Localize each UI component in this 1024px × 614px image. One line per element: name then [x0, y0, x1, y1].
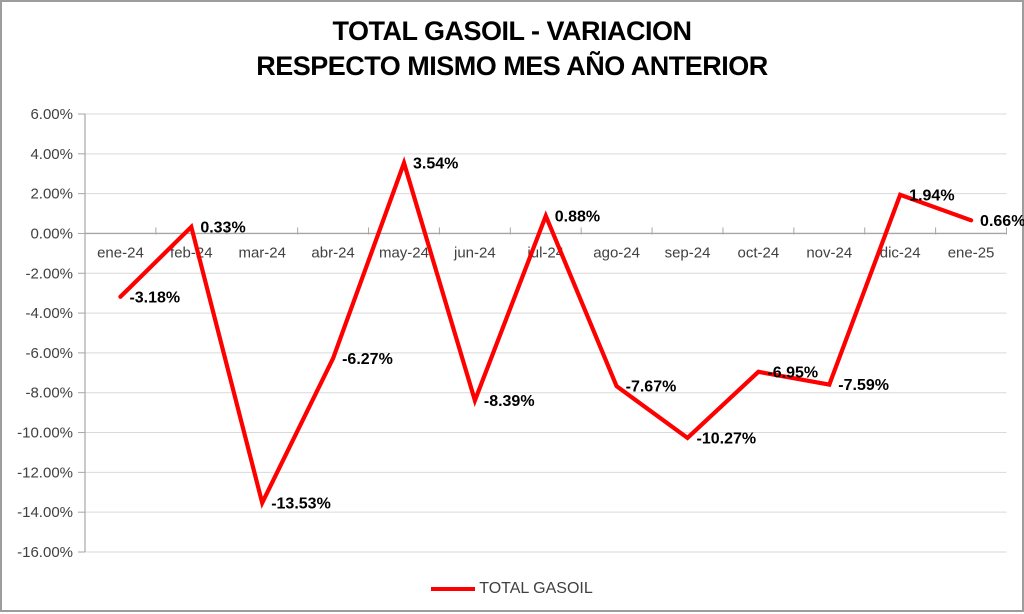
- data-label: 3.54%: [413, 155, 458, 172]
- data-label: -13.53%: [271, 495, 331, 512]
- y-axis-label: 2.00%: [30, 186, 73, 203]
- y-axis-label: -16.00%: [17, 544, 73, 561]
- y-axis-label: -2.00%: [25, 265, 73, 282]
- y-axis-label: -12.00%: [17, 464, 73, 481]
- y-axis-label: -14.00%: [17, 504, 73, 521]
- data-label: 1.94%: [909, 187, 954, 204]
- data-label: -7.67%: [626, 379, 677, 396]
- x-axis-label: sep-24: [665, 244, 711, 261]
- data-label: -6.95%: [767, 364, 818, 381]
- x-axis-label: ene-25: [948, 244, 995, 261]
- data-label: 0.88%: [555, 208, 600, 225]
- data-label: -8.39%: [484, 393, 535, 410]
- data-label: -10.27%: [697, 430, 757, 447]
- y-axis-label: 6.00%: [30, 106, 73, 123]
- data-label: -3.18%: [129, 289, 180, 306]
- x-axis-label: abr-24: [311, 244, 354, 261]
- x-axis-label: oct-24: [738, 244, 780, 261]
- data-label: 0.33%: [200, 219, 245, 236]
- y-axis-label: -8.00%: [25, 385, 73, 402]
- x-axis-label: dic-24: [880, 244, 921, 261]
- legend-label: TOTAL GASOIL: [479, 580, 593, 597]
- x-axis-label: ene-24: [97, 244, 144, 261]
- legend: TOTAL GASOIL: [2, 579, 1022, 599]
- x-axis-label: may-24: [379, 244, 429, 261]
- data-label: -6.27%: [342, 351, 393, 368]
- x-axis-label: mar-24: [238, 244, 286, 261]
- y-axis-label: 0.00%: [30, 225, 73, 242]
- x-axis-label: jun-24: [453, 244, 496, 261]
- x-axis-label: nov-24: [806, 244, 852, 261]
- legend-line-swatch: [431, 587, 476, 591]
- y-axis-label: -6.00%: [25, 345, 73, 362]
- chart-title-line1: TOTAL GASOIL - VARIACION: [332, 16, 692, 46]
- y-axis-label: -4.00%: [25, 305, 73, 322]
- chart-title: TOTAL GASOIL - VARIACION RESPECTO MISMO …: [2, 14, 1022, 84]
- y-axis-label: -10.00%: [17, 425, 73, 442]
- series-line-total-gasoil: [118, 156, 974, 509]
- y-axis-label: 4.00%: [30, 146, 73, 163]
- x-axis-label: jul-24: [526, 244, 564, 261]
- chart-title-line2: RESPECTO MISMO MES AÑO ANTERIOR: [256, 51, 768, 81]
- data-label: 0.66%: [980, 213, 1024, 230]
- data-label: -7.59%: [838, 377, 889, 394]
- x-axis-label: ago-24: [593, 244, 640, 261]
- x-axis-label: feb-24: [170, 244, 213, 261]
